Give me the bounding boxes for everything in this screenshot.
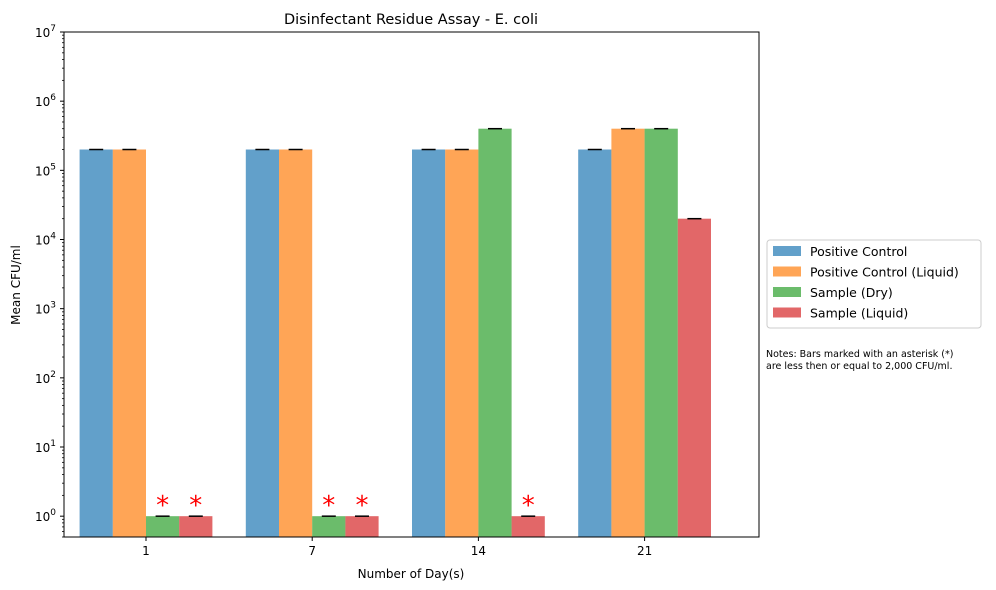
asterisk-marker: * [356, 491, 369, 521]
bar [79, 149, 113, 537]
legend-items: Positive Control Positive Control (Liquid… [773, 244, 959, 321]
bar [445, 149, 479, 537]
x-axis-ticks: 1 7 14 21 [142, 537, 652, 558]
asterisk-marker: * [156, 491, 169, 521]
bar [412, 149, 446, 537]
plot-frame [63, 31, 760, 538]
note-line-1: Notes: Bars marked with an asterisk (*) [766, 349, 953, 360]
x-tick-label: 21 [637, 544, 652, 558]
legend-swatch [773, 287, 801, 297]
y-tick-label: 106 [35, 93, 56, 109]
bar [146, 516, 180, 537]
legend-swatch [773, 246, 801, 256]
note-line-2: are less then or equal to 2,000 CFU/ml. [766, 361, 952, 372]
bar [245, 149, 279, 537]
bar [179, 516, 213, 537]
bar [112, 149, 146, 537]
legend: Positive Control Positive Control (Liquid… [766, 239, 982, 329]
x-tick-label: 1 [142, 544, 150, 558]
y-tick-label: 101 [35, 439, 56, 455]
bar [644, 128, 678, 537]
bar [511, 516, 545, 537]
error-bars-layer [89, 127, 702, 517]
bars-layer [79, 128, 711, 537]
x-tick-label: 7 [308, 544, 316, 558]
legend-label: Positive Control [810, 244, 907, 259]
x-axis-label: Number of Day(s) [358, 567, 465, 581]
legend-label: Sample (Dry) [810, 285, 893, 300]
bar [312, 516, 346, 537]
y-tick-label: 102 [35, 370, 56, 386]
legend-label: Sample (Liquid) [810, 306, 908, 321]
bar [279, 149, 313, 537]
y-tick-label: 104 [35, 232, 56, 248]
y-tick-label: 107 [35, 24, 56, 40]
bar [677, 218, 711, 537]
bar [578, 149, 612, 537]
y-tick-label: 100 [35, 508, 56, 524]
asterisk-marker: * [322, 491, 335, 521]
asterisk-marker: * [522, 491, 535, 521]
y-tick-label: 103 [35, 301, 56, 317]
chart-title: Disinfectant Residue Assay - E. coli [284, 12, 538, 28]
asterisk-marker: * [189, 491, 202, 521]
x-tick-label: 14 [471, 544, 486, 558]
y-tick-label: 105 [35, 162, 56, 178]
legend-swatch [773, 266, 801, 277]
y-axis-ticks: 100 101 102 103 104 105 106 107 [35, 24, 64, 538]
legend-swatch [773, 307, 801, 318]
bar [611, 128, 645, 537]
y-axis-label: Mean CFU/ml [9, 245, 23, 325]
legend-frame [766, 239, 982, 329]
legend-label: Positive Control (Liquid) [810, 265, 959, 280]
bar [478, 128, 512, 537]
bar [345, 516, 379, 537]
asterisk-layer: * * * * * [156, 491, 535, 521]
